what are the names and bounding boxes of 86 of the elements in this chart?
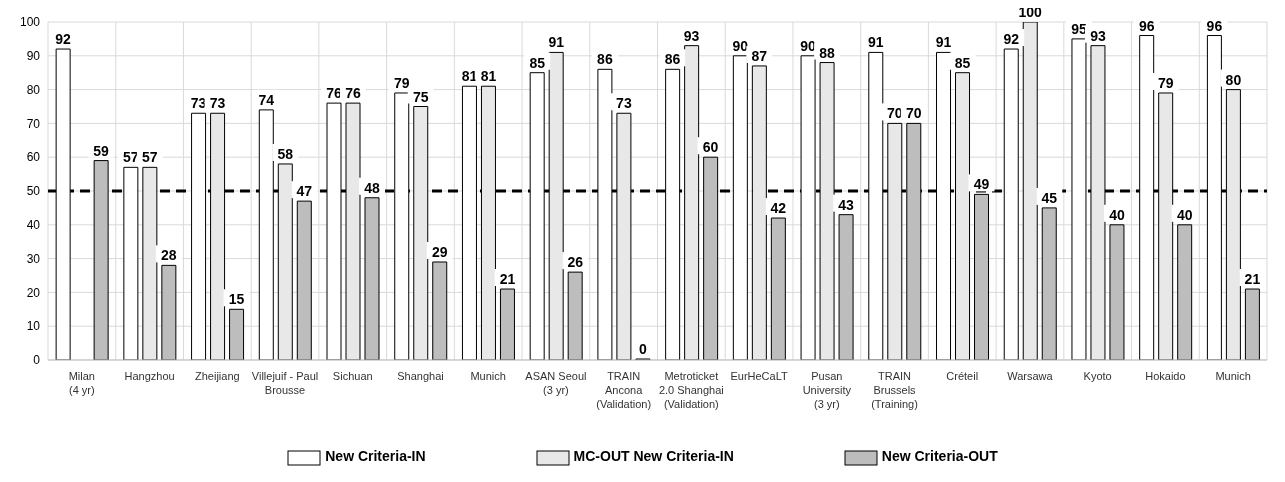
x-tick-label: Hangzhou bbox=[124, 370, 175, 382]
x-tick-label: Munich bbox=[1215, 370, 1251, 382]
data-label: 45 bbox=[1041, 189, 1058, 206]
data-label: 93 bbox=[1090, 27, 1106, 44]
bar bbox=[1022, 22, 1038, 360]
y-tick-label: 40 bbox=[26, 218, 41, 233]
data-label: 75 bbox=[412, 88, 429, 105]
data-label: 96 bbox=[1138, 17, 1155, 34]
data-label: 42 bbox=[770, 200, 787, 217]
data-label: 40 bbox=[1176, 206, 1193, 223]
data-label: 87 bbox=[751, 47, 768, 64]
bar bbox=[142, 166, 158, 360]
x-tick-label: Warsawa bbox=[1007, 370, 1054, 382]
data-label: 79 bbox=[393, 74, 410, 91]
x-tick-label: Shanghai bbox=[397, 370, 444, 382]
data-label: 85 bbox=[954, 54, 971, 71]
data-label: 29 bbox=[431, 243, 448, 260]
x-tick-label: TRAIN Ancona (Validation) bbox=[596, 370, 652, 410]
x-tick-label: Créteil bbox=[946, 370, 979, 382]
data-label: 91 bbox=[868, 34, 884, 51]
data-label: 48 bbox=[364, 179, 381, 196]
x-tick-label: Zheijiang bbox=[194, 370, 240, 382]
data-label: 43 bbox=[838, 196, 855, 213]
data-label: 21 bbox=[499, 271, 516, 288]
y-tick-label: 100 bbox=[19, 15, 41, 30]
legend-label: New Criteria-IN bbox=[324, 448, 426, 466]
data-label: 49 bbox=[973, 176, 990, 193]
data-label: 40 bbox=[1109, 206, 1125, 223]
y-tick-label: 10 bbox=[26, 319, 41, 334]
data-label: 70 bbox=[906, 105, 922, 122]
x-tick-label: Villejuif - Paul Brousse bbox=[251, 370, 319, 396]
data-label: 85 bbox=[529, 54, 546, 71]
data-label: 79 bbox=[1157, 74, 1174, 91]
y-tick-label: 90 bbox=[26, 49, 41, 64]
y-tick-label: 50 bbox=[26, 184, 41, 199]
bar bbox=[684, 45, 700, 360]
x-tick-label: Pusan University (3 yr) bbox=[802, 370, 852, 410]
x-tick-label: Munich bbox=[470, 370, 506, 382]
y-tick-label: 70 bbox=[26, 116, 41, 131]
data-label: 15 bbox=[228, 291, 245, 308]
x-tick-label: ASAN Seoul (3 yr) bbox=[525, 370, 587, 396]
data-label: 59 bbox=[93, 142, 110, 159]
data-label: 90 bbox=[732, 37, 749, 54]
data-label: 88 bbox=[819, 44, 836, 61]
x-tick-label: TRAIN Brussels (Training) bbox=[871, 370, 918, 410]
data-label: 60 bbox=[702, 139, 719, 156]
data-label: 57 bbox=[142, 149, 158, 166]
data-label: 73 bbox=[190, 95, 207, 112]
data-label: 81 bbox=[461, 68, 478, 85]
y-tick-label: 60 bbox=[26, 150, 41, 165]
data-label: 100 bbox=[1018, 4, 1043, 20]
data-label: 21 bbox=[1244, 271, 1261, 288]
legend-label: MC-OUT New Criteria-IN bbox=[572, 448, 734, 466]
x-tick-label: EurHeCaLT bbox=[730, 370, 788, 382]
data-label: 92 bbox=[55, 31, 72, 48]
data-label: 92 bbox=[1003, 31, 1020, 48]
data-label: 0 bbox=[639, 341, 648, 357]
data-label: 91 bbox=[935, 34, 952, 51]
data-label: 26 bbox=[567, 254, 584, 271]
data-label: 73 bbox=[616, 95, 632, 112]
data-label: 86 bbox=[664, 51, 681, 68]
bar bbox=[1003, 48, 1019, 360]
x-tick-label: Hokaido bbox=[1145, 370, 1186, 382]
data-label: 80 bbox=[1225, 71, 1242, 88]
legend-label: New Criteria-OUT bbox=[880, 448, 998, 466]
data-label: 90 bbox=[800, 37, 817, 54]
data-label: 58 bbox=[277, 145, 294, 162]
data-label: 76 bbox=[345, 85, 362, 102]
data-label: 47 bbox=[296, 183, 313, 200]
y-tick-label: 80 bbox=[26, 82, 41, 97]
y-tick-label: 0 bbox=[33, 353, 41, 368]
x-tick-label: Sichuan bbox=[332, 370, 373, 382]
x-tick-label: Kyoto bbox=[1083, 370, 1112, 382]
data-label: 96 bbox=[1206, 17, 1223, 34]
y-tick-label: 20 bbox=[26, 285, 41, 300]
data-label: 81 bbox=[480, 68, 497, 85]
data-label: 57 bbox=[123, 149, 139, 166]
data-label: 74 bbox=[258, 91, 275, 108]
data-label: 28 bbox=[161, 247, 177, 264]
data-label: 93 bbox=[683, 27, 700, 44]
data-label: 91 bbox=[548, 34, 565, 51]
y-tick-label: 30 bbox=[26, 251, 41, 266]
data-label: 73 bbox=[209, 95, 226, 112]
x-tick-label: Milan (4 yr) bbox=[68, 370, 96, 396]
x-tick-label: Metroticket 2.0 Shanghai (Validation) bbox=[658, 370, 724, 410]
data-label: 86 bbox=[597, 51, 613, 68]
